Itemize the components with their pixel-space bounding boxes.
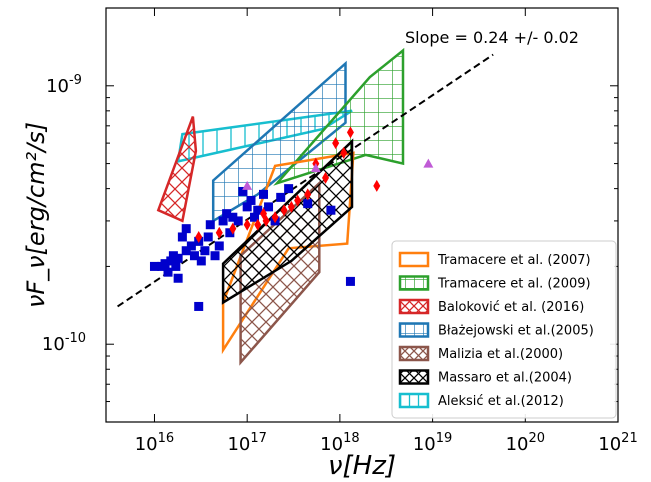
data-point-diamond (294, 194, 302, 207)
data-point-diamond (304, 188, 312, 201)
data-point-square (233, 216, 243, 226)
data-point-diamond (271, 211, 279, 224)
fit-line (117, 53, 494, 308)
regions-layer (156, 47, 405, 366)
data-point-square (177, 232, 187, 242)
data-point-square (149, 261, 159, 271)
data-point-square (284, 184, 294, 194)
x-tick-label: 1020 (506, 431, 545, 455)
plot-frame (105, 7, 619, 423)
data-point-square (168, 251, 178, 261)
x-tick-label: 1016 (135, 431, 174, 455)
data-point-diamond (280, 204, 288, 217)
data-point-diamond (229, 222, 237, 235)
data-point-square (303, 199, 313, 209)
data-point-square (181, 224, 191, 234)
data-point-square (160, 259, 170, 269)
data-point-square (203, 232, 213, 242)
data-point-triangle (310, 163, 321, 173)
legend-swatch-tramacere-et-al-2007 (398, 251, 430, 268)
data-point-square (238, 186, 248, 196)
legend-label-massaro-et-al-2004: Massaro et al.(2004) (438, 371, 572, 386)
y-axis-label: νF_ν[erg/cm²/s] (22, 122, 50, 308)
data-point-square (163, 267, 173, 277)
y-tick-label: 10-9 (46, 73, 82, 97)
data-point-square (173, 273, 183, 283)
legend-label-malizia-et-al-2000: Malizia et al.(2000) (438, 347, 563, 362)
legend: Tramacere et al. (2007) Tramacere et al. … (391, 240, 617, 419)
data-point-triangle (242, 180, 253, 190)
data-point-square (194, 301, 204, 311)
data-point-square (250, 212, 260, 222)
data-point-diamond (243, 218, 251, 231)
slope-annotation: Slope = 0.24 +/- 0.02 (405, 28, 579, 47)
data-point-square (276, 192, 286, 202)
data-point-square (253, 205, 263, 215)
data-point-diamond (340, 146, 348, 159)
data-point-square (196, 256, 206, 266)
data-point-square (189, 251, 199, 261)
x-axis-label: ν[Hz] (328, 451, 396, 481)
data-point-diamond (332, 137, 340, 150)
data-point-square (228, 212, 238, 222)
points-layer (149, 126, 434, 311)
x-tick-label: 1021 (598, 431, 637, 455)
region-balokovi-et-al-2016 (156, 116, 198, 223)
data-point-square (345, 276, 355, 286)
legend-label-tramacere-et-al-2007: Tramacere et al. (2007) (437, 253, 591, 268)
data-point-square (264, 202, 274, 212)
fit-line-layer (117, 53, 494, 308)
legend-swatch-balokovi-et-al-2016 (398, 298, 430, 315)
data-point-square (181, 246, 191, 256)
data-point-square (259, 189, 269, 199)
data-point-diamond (346, 126, 354, 139)
data-point-square (242, 202, 252, 212)
y-tick-label: 10-10 (42, 331, 86, 355)
data-point-square (205, 220, 215, 230)
data-point-square (171, 261, 181, 271)
data-point-diamond (260, 207, 268, 220)
data-point-square (218, 216, 228, 226)
legend-label-b-a-ejowski-et-al-2005: Błażejowski et al.(2005) (438, 324, 594, 339)
data-point-square (225, 228, 235, 238)
data-point-diamond (287, 200, 295, 213)
legend-label-aleksi-et-al-2012: Aleksić et al.(2012) (438, 394, 564, 409)
data-point-diamond (195, 230, 203, 243)
data-point-square (214, 241, 224, 251)
legend-label-balokovi-et-al-2016: Baloković et al. (2016) (438, 300, 584, 315)
data-point-diamond (322, 171, 330, 184)
data-point-square (186, 241, 196, 251)
data-point-triangle (423, 158, 434, 168)
data-point-square (200, 246, 210, 256)
legend-box (391, 240, 617, 419)
data-point-square (210, 251, 220, 261)
data-point-square (246, 195, 256, 205)
x-tick-label: 1019 (413, 431, 452, 455)
x-tick-label: 1017 (227, 431, 266, 455)
legend-swatch-tramacere-et-al-2009 (398, 275, 430, 291)
data-point-square (166, 256, 176, 266)
legend-swatch-malizia-et-al-2000 (398, 345, 430, 362)
data-point-square (222, 209, 232, 219)
data-point-diamond (254, 218, 262, 231)
data-point-square (326, 205, 336, 215)
legend-swatch-massaro-et-al-2004 (398, 369, 430, 385)
data-point-diamond (373, 179, 381, 192)
legend-swatch-b-a-ejowski-et-al-2005 (398, 322, 430, 338)
legend-label-tramacere-et-al-2009: Tramacere et al. (2009) (437, 277, 591, 292)
region-massaro-et-al-2004 (221, 138, 354, 305)
data-point-diamond (215, 226, 223, 239)
data-point-square (173, 253, 183, 263)
legend-swatch-aleksi-et-al-2012 (398, 392, 430, 409)
